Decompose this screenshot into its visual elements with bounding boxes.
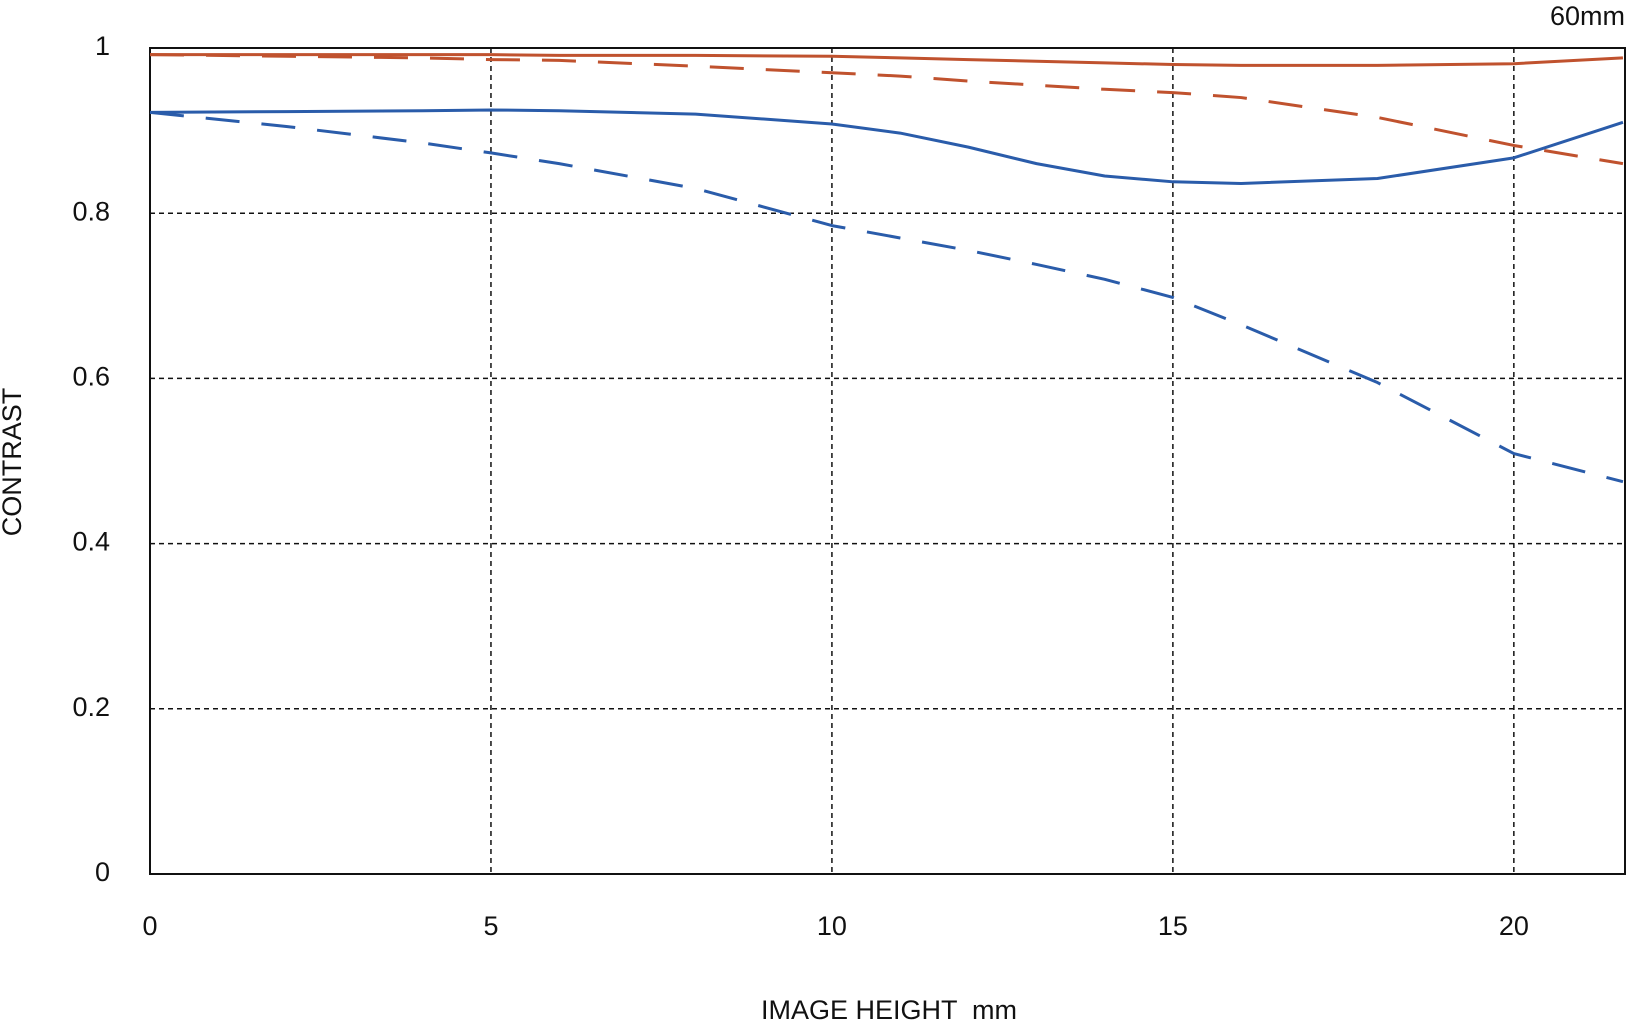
x-axis-label: IMAGE HEIGHT mm xyxy=(761,995,1017,1025)
y-tick-label: 0.2 xyxy=(72,692,110,722)
x-tick-label: 0 xyxy=(142,911,157,941)
y-tick-label: 0.8 xyxy=(72,196,110,226)
y-tick-label: 0.4 xyxy=(72,527,110,557)
y-tick-label: 1 xyxy=(95,31,110,61)
x-tick-label: 5 xyxy=(483,911,498,941)
x-tick-label: 20 xyxy=(1499,911,1529,941)
y-tick-label: 0.6 xyxy=(72,362,110,392)
line-series xyxy=(149,110,1624,484)
y-tick-label: 0 xyxy=(95,857,110,887)
chart-title: 60mm xyxy=(1550,1,1625,31)
line-series xyxy=(149,108,1624,185)
x-tick-label: 10 xyxy=(817,911,847,941)
line-series xyxy=(150,53,1624,67)
y-axis-label: CONTRAST xyxy=(0,388,27,537)
plot-frame xyxy=(149,47,1626,875)
x-tick-label: 15 xyxy=(1158,911,1188,941)
line-series xyxy=(149,53,1624,166)
